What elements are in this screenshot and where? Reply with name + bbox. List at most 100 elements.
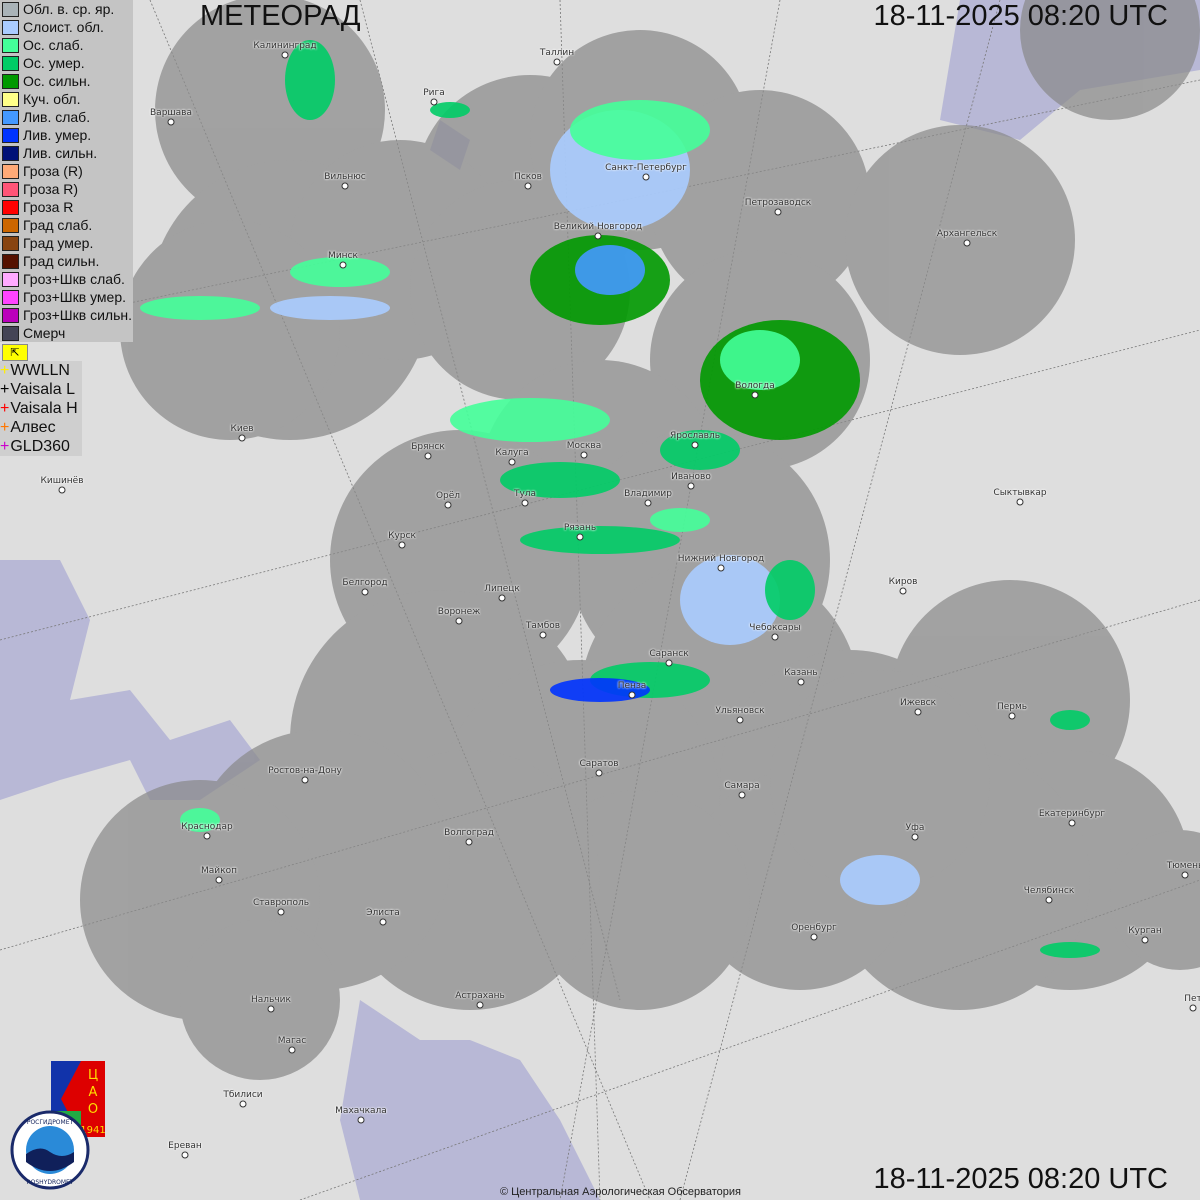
city-label[interactable]: Уфа [905, 823, 925, 833]
city-label[interactable]: Белгород [342, 578, 388, 588]
legend-item: Ос. умер. [0, 54, 133, 72]
precipitation-echo [430, 102, 470, 118]
city-label[interactable]: Великий Новгород [553, 222, 643, 232]
city-label[interactable]: Магас [277, 1036, 307, 1046]
city-label[interactable]: Иваново [671, 472, 711, 482]
city-marker [215, 876, 223, 884]
city-label[interactable]: Екатеринбург [1038, 809, 1106, 819]
city-marker [465, 838, 473, 846]
precipitation-echo [575, 245, 645, 295]
city-label[interactable]: Нальчик [251, 995, 291, 1005]
city-label[interactable]: Кишинёв [40, 476, 84, 486]
city-marker [642, 173, 650, 181]
city-label[interactable]: Липецк [484, 584, 520, 594]
city-label[interactable]: Нижний Новгород [677, 554, 765, 564]
city-label[interactable]: Саратов [579, 759, 619, 769]
city-label[interactable]: Киров [888, 577, 918, 587]
city-label[interactable]: Майкоп [201, 866, 237, 876]
city-label[interactable]: Казань [784, 668, 818, 678]
legend-label: Ос. сильн. [23, 73, 91, 89]
corner-arrow-icon[interactable]: ⇱ [2, 344, 28, 361]
precipitation-echo [570, 100, 710, 160]
city-label[interactable]: Ростов-на-Дону [268, 766, 342, 776]
city-label[interactable]: Архангельск [936, 229, 998, 239]
city-label[interactable]: Калуга [495, 448, 529, 458]
city-marker [1189, 1004, 1197, 1012]
precipitation-echo [500, 462, 620, 498]
city-label[interactable]: Челябинск [1023, 886, 1075, 896]
city-label[interactable]: Таллин [539, 48, 575, 58]
city-label[interactable]: Сыктывкар [993, 488, 1047, 498]
page-title: МЕТЕОРАД [200, 0, 361, 32]
city-label[interactable]: Пенза [617, 681, 647, 691]
city-label[interactable]: Ярославль [669, 431, 721, 441]
lightning-legend: + WWLLN + Vaisala L + Vaisala H + Алвес + GLD360 [0, 361, 82, 456]
city-marker [476, 1001, 484, 1009]
city-label[interactable]: Рязань [563, 523, 597, 533]
city-marker [665, 659, 673, 667]
city-label[interactable]: Санкт-Петербург [605, 163, 687, 173]
legend-item: Слоист. обл. [0, 18, 133, 36]
copyright: © Центральная Аэрологическая Обсерватори… [500, 1186, 741, 1198]
city-label[interactable]: Тамбов [525, 621, 561, 631]
city-label[interactable]: Тбилиси [223, 1090, 263, 1100]
city-label[interactable]: Ереван [168, 1141, 202, 1151]
lightning-network-label: Алвес [10, 418, 56, 436]
city-marker [508, 458, 516, 466]
city-label[interactable]: Орёл [435, 491, 461, 501]
legend-swatch [2, 109, 19, 125]
city-label[interactable]: Киев [230, 424, 254, 434]
city-marker [1181, 871, 1189, 879]
city-label[interactable]: Ставрополь [252, 898, 310, 908]
city-label[interactable]: Вильнюс [324, 172, 366, 182]
city-label[interactable]: Тюмень [1166, 861, 1200, 871]
precipitation-echoes [140, 40, 1100, 958]
city-label[interactable]: Астрахань [455, 991, 505, 1001]
city-label[interactable]: Чебоксары [749, 623, 801, 633]
legend-label: Гроза (R) [23, 163, 83, 179]
city-label[interactable]: Махачкала [335, 1106, 387, 1116]
city-label[interactable]: Владимир [624, 489, 672, 499]
city-label[interactable]: Пермь [996, 702, 1028, 712]
city-label[interactable]: Калининград [253, 41, 317, 51]
city-label[interactable]: Брянск [411, 442, 445, 452]
lightning-cross-icon: + [0, 361, 10, 379]
city-label[interactable]: Петрозаводск [744, 198, 812, 208]
city-label[interactable]: Оренбург [791, 923, 837, 933]
city-marker [539, 631, 547, 639]
city-label[interactable]: Ульяновск [715, 706, 765, 716]
city-label[interactable]: Пет [1184, 994, 1200, 1004]
city-label[interactable]: Ижевск [899, 698, 937, 708]
city-label[interactable]: Минск [328, 251, 358, 261]
radar-coverage-circle [1110, 830, 1200, 970]
precipitation-echo [650, 508, 710, 532]
legend-swatch [2, 127, 19, 143]
city-label[interactable]: Варшава [150, 108, 192, 118]
city-label[interactable]: Рига [423, 88, 445, 98]
lightning-network-item: + Алвес [0, 418, 82, 437]
city-label[interactable]: Саранск [649, 649, 689, 659]
legend-label: Град умер. [23, 235, 94, 251]
city-label[interactable]: Самара [724, 781, 760, 791]
city-marker [524, 182, 532, 190]
radar-coverage-circle [120, 220, 340, 440]
city-label[interactable]: Курск [388, 531, 416, 541]
city-marker [341, 182, 349, 190]
city-marker [751, 391, 759, 399]
city-label[interactable]: Краснодар [181, 822, 233, 832]
lightning-network-item: + Vaisala L [0, 380, 82, 399]
city-label[interactable]: Тула [513, 489, 537, 499]
legend-item: Ос. слаб. [0, 36, 133, 54]
city-label[interactable]: Воронеж [437, 607, 481, 617]
legend-swatch [2, 253, 19, 269]
city-label[interactable]: Элиста [366, 908, 400, 918]
city-label[interactable]: Псков [514, 172, 542, 182]
city-marker [1008, 712, 1016, 720]
city-label[interactable]: Курган [1128, 926, 1162, 936]
city-marker [594, 232, 602, 240]
city-label[interactable]: Вологда [735, 381, 775, 391]
precipitation-echo [140, 296, 260, 320]
city-label[interactable]: Москва [566, 441, 602, 451]
city-label[interactable]: Волгоград [444, 828, 494, 838]
